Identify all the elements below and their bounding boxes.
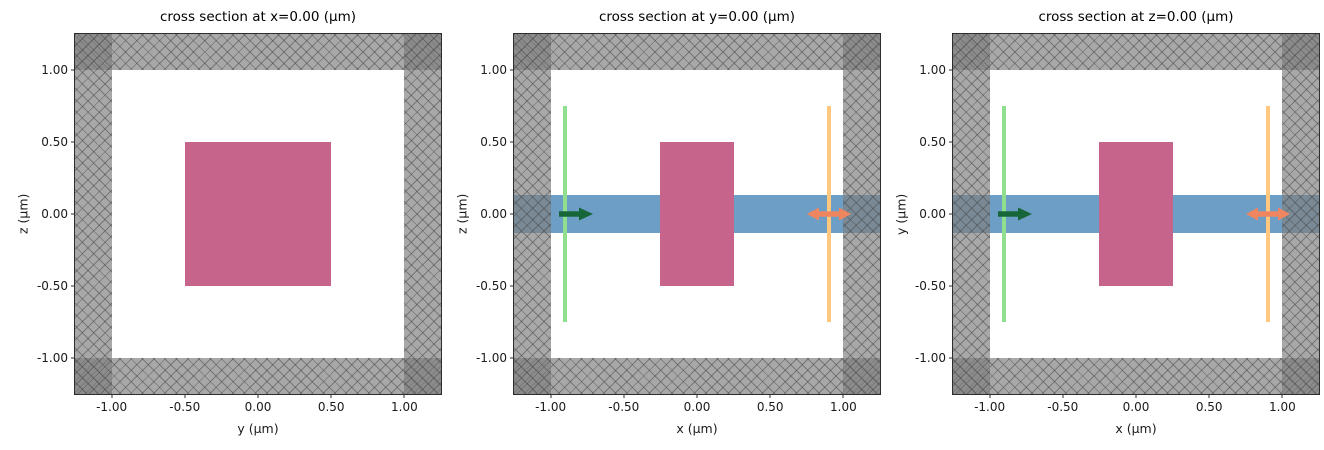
- x-tick-label: 0.00: [1122, 400, 1150, 414]
- y-tick-label: -1.00: [914, 351, 946, 365]
- monitor-direction-arrow-icon: [806, 207, 851, 221]
- panel-cross-section-z: cross section at z=0.00 (μm) y (μm) -1.0…: [880, 0, 1321, 450]
- y-tick-mark: [949, 69, 953, 71]
- pml-region-right: [404, 34, 441, 394]
- pml-region-left: [75, 34, 112, 394]
- y-axis-label: z (μm): [15, 193, 31, 235]
- source-direction-arrow-icon: [998, 207, 1033, 221]
- y-tick-label: 0.00: [480, 207, 507, 221]
- source-direction-arrow-icon: [559, 207, 594, 221]
- panel-cross-section-x: cross section at x=0.00 (μm) z (μm) -1.0…: [2, 0, 443, 450]
- x-tick-mark: [623, 394, 625, 398]
- y-tick-mark: [949, 213, 953, 215]
- y-tick-label: 0.50: [41, 135, 68, 149]
- y-tick-label: 0.50: [480, 135, 507, 149]
- y-tick-mark: [949, 141, 953, 143]
- pml-region-top: [75, 34, 441, 70]
- x-tick-mark: [989, 394, 991, 398]
- x-tick-label: -0.50: [169, 400, 201, 414]
- y-axis-label: y (μm): [893, 193, 909, 235]
- y-tick-mark: [71, 69, 75, 71]
- y-tick-label: -0.50: [36, 279, 68, 293]
- panel-cross-section-y: cross section at y=0.00 (μm) z (μm) -1.0…: [441, 0, 882, 450]
- x-tick-mark: [1135, 394, 1137, 398]
- x-tick-mark: [257, 394, 259, 398]
- x-tick-mark: [111, 394, 113, 398]
- y-tick-label: -1.00: [475, 351, 507, 365]
- panel-title: cross section at x=0.00 (μm): [160, 9, 356, 25]
- pml-region-bottom: [953, 358, 1319, 394]
- y-tick-label: 0.00: [41, 207, 68, 221]
- y-tick-label: 1.00: [480, 63, 507, 77]
- x-tick-mark: [550, 394, 552, 398]
- monitor-direction-arrow-icon: [1245, 207, 1290, 221]
- x-tick-label: 1.00: [391, 400, 418, 414]
- plot-area: -1.00 -0.50 0.00 0.50 1.00 -1.00 -0.50 0.00 0.50…: [476, 33, 881, 414]
- x-axis-label: x (μm): [1115, 421, 1157, 436]
- x-tick-label: 0.50: [756, 400, 784, 414]
- pml-region-top: [514, 34, 880, 70]
- structure-rect: [660, 142, 734, 286]
- x-axis-label: y (μm): [237, 421, 279, 436]
- y-tick-mark: [949, 357, 953, 359]
- y-tick-label: -0.50: [914, 279, 946, 293]
- plot-area: -1.00 -0.50 0.00 0.50 1.00 -1.00 -0.50 0.00 0.50…: [915, 33, 1320, 414]
- x-tick-label: 0.50: [317, 400, 345, 414]
- x-tick-mark: [842, 394, 844, 398]
- x-tick-mark: [1062, 394, 1064, 398]
- x-tick-label: 0.00: [244, 400, 272, 414]
- y-tick-mark: [71, 141, 75, 143]
- x-tick-label: -1.00: [535, 400, 567, 414]
- y-tick-label: -1.00: [36, 351, 68, 365]
- panel-title: cross section at z=0.00 (μm): [1038, 9, 1234, 25]
- x-tick-label: -0.50: [1047, 400, 1079, 414]
- y-axis-label: z (μm): [454, 193, 470, 235]
- x-tick-label: -1.00: [974, 400, 1006, 414]
- x-tick-mark: [769, 394, 771, 398]
- x-tick-label: 0.00: [683, 400, 711, 414]
- pml-region-top: [953, 34, 1319, 70]
- x-tick-mark: [696, 394, 698, 398]
- y-tick-label: 0.00: [919, 207, 946, 221]
- x-tick-label: -0.50: [608, 400, 640, 414]
- y-tick-mark: [71, 213, 75, 215]
- x-tick-label: 0.50: [1195, 400, 1223, 414]
- y-tick-mark: [510, 213, 514, 215]
- panel-title: cross section at y=0.00 (μm): [599, 9, 795, 25]
- y-tick-mark: [510, 357, 514, 359]
- pml-region-bottom: [514, 358, 880, 394]
- y-tick-mark: [510, 141, 514, 143]
- x-tick-mark: [1281, 394, 1283, 398]
- structure-rect: [184, 142, 332, 286]
- pml-region-bottom: [75, 358, 441, 394]
- y-tick-label: 0.50: [919, 135, 946, 149]
- y-tick-label: -0.50: [475, 279, 507, 293]
- pml-region-left: [514, 34, 551, 394]
- structure-rect: [1099, 142, 1173, 286]
- x-tick-label: -1.00: [96, 400, 128, 414]
- y-tick-label: 1.00: [41, 63, 68, 77]
- y-tick-mark: [510, 69, 514, 71]
- x-axis-label: x (μm): [676, 421, 718, 436]
- x-tick-mark: [403, 394, 405, 398]
- pml-region-left: [953, 34, 990, 394]
- y-tick-label: 1.00: [919, 63, 946, 77]
- y-tick-mark: [949, 285, 953, 287]
- x-tick-mark: [184, 394, 186, 398]
- x-tick-mark: [1208, 394, 1210, 398]
- plot-area: -1.00 -0.50 0.00 0.50 1.00 -1.00 -0.50 0.00 0.50…: [37, 33, 442, 414]
- x-tick-mark: [330, 394, 332, 398]
- x-tick-label: 1.00: [1269, 400, 1296, 414]
- x-tick-label: 1.00: [830, 400, 857, 414]
- y-tick-mark: [510, 285, 514, 287]
- y-tick-mark: [71, 357, 75, 359]
- y-tick-mark: [71, 285, 75, 287]
